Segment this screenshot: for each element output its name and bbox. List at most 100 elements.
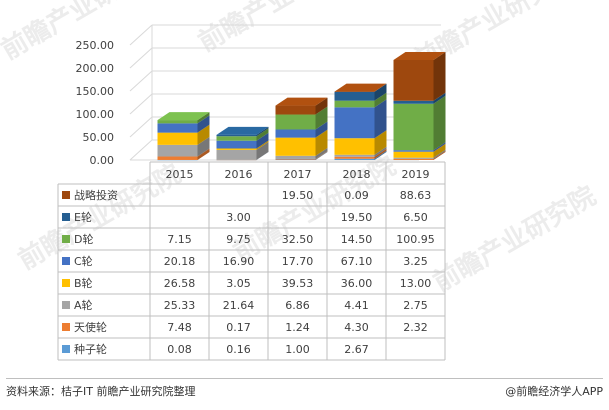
bar-segment [275, 97, 328, 115]
y-tick-label: 250.00 [76, 39, 115, 52]
data-label: 2.75 [403, 299, 428, 312]
bar-segment [275, 147, 328, 159]
bar-segment [275, 129, 328, 156]
bar-segment [334, 148, 387, 159]
data-label: 6.50 [403, 211, 428, 224]
brand-label: @前瞻经济学人APP [505, 385, 603, 398]
data-label: 14.50 [341, 233, 373, 246]
data-label: 26.58 [164, 277, 196, 290]
x-tick-label: 2015 [166, 168, 194, 181]
bar-segment [334, 150, 387, 160]
legend-label: 天使轮 [74, 320, 107, 334]
legend-swatch [62, 323, 70, 331]
data-label: 16.90 [223, 255, 255, 268]
bar-segment [334, 146, 387, 157]
bar-segment [216, 126, 269, 137]
data-label: 1.24 [285, 321, 310, 334]
legend-label: A轮 [74, 298, 93, 312]
bar-segment [334, 83, 387, 92]
legend-swatch [62, 213, 70, 221]
bar-segment [275, 151, 328, 160]
bar-segment [275, 106, 328, 130]
data-label: 2.67 [344, 343, 369, 356]
legend-label: 种子轮 [74, 342, 107, 356]
bar-segment [334, 92, 387, 108]
bar-segment [275, 121, 328, 138]
legend-label: B轮 [74, 276, 93, 290]
watermark-text: 前瞻产业研究院 [428, 180, 601, 298]
bar-segment [216, 132, 269, 149]
legend-label: E轮 [74, 210, 92, 224]
legend-swatch [62, 235, 70, 243]
data-label: 4.30 [344, 321, 369, 334]
legend-swatch [62, 345, 70, 353]
data-label: 0.09 [344, 189, 369, 202]
bar-segment [157, 151, 210, 161]
data-label: 19.50 [341, 211, 373, 224]
data-label: 0.08 [167, 343, 192, 356]
data-label: 36.00 [341, 277, 373, 290]
grid-diagonal [129, 139, 153, 161]
data-label: 7.48 [167, 321, 192, 334]
bar-segment [393, 149, 446, 159]
bar-segment [157, 136, 210, 157]
data-label: 88.63 [400, 189, 432, 202]
data-label: 0.16 [226, 343, 251, 356]
bar-segment [334, 99, 387, 139]
data-label: 21.64 [223, 299, 255, 312]
legend-swatch [62, 301, 70, 309]
bar-segment [334, 83, 387, 101]
y-tick-label: 150.00 [76, 85, 115, 98]
data-label: 2.32 [403, 321, 428, 334]
grid-diagonal [129, 24, 153, 46]
bar-segment [216, 128, 269, 141]
data-label: 100.95 [396, 233, 435, 246]
legend-label: 战略投资 [74, 188, 118, 202]
data-label: 20.18 [164, 255, 196, 268]
data-label: 3.05 [226, 277, 251, 290]
footer: 资料来源：桔子IT 前瞻产业研究院整理 @前瞻经济学人APP [6, 378, 603, 403]
x-tick-label: 2016 [225, 168, 253, 181]
legend-swatch [62, 279, 70, 287]
stacked-bar-chart: 前瞻产业研究院前瞻产业研究院前瞻产业研究院前瞻产业研究院前瞻产业研究院前瞻产业研… [0, 0, 601, 361]
watermark-text: 前瞻产业研究院 [13, 158, 186, 276]
bar-segment [157, 115, 210, 133]
data-label: 13.00 [400, 277, 432, 290]
data-label: 39.53 [282, 277, 314, 290]
bar-segment [157, 112, 210, 124]
data-label: 17.70 [282, 255, 314, 268]
bar-segment [334, 130, 387, 155]
bar-layer [157, 51, 446, 161]
data-label: 1.00 [285, 343, 310, 356]
grid-diagonal [129, 70, 153, 92]
x-tick-label: 2019 [402, 168, 430, 181]
y-tick-label: 0.00 [90, 154, 115, 167]
y-axis: 0.00 50.00 100.00 150.00 200.00 250.00 [76, 39, 115, 167]
bar-segment [216, 151, 269, 161]
bar-segment [393, 51, 446, 101]
x-tick-label: 2017 [284, 168, 312, 181]
data-label: 3.00 [226, 211, 251, 224]
bar-segment [216, 141, 269, 160]
y-tick-label: 200.00 [76, 62, 115, 75]
bar-segment [393, 92, 446, 104]
data-label: 9.75 [226, 233, 251, 246]
data-label: 67.10 [341, 255, 373, 268]
bar-segment [275, 150, 328, 160]
data-label: 6.86 [285, 299, 310, 312]
legend-swatch [62, 191, 70, 199]
bar-segment [393, 142, 446, 152]
source-note: 资料来源：桔子IT 前瞻产业研究院整理 [6, 385, 196, 398]
legend-swatch [62, 257, 70, 265]
data-label: 25.33 [164, 299, 196, 312]
data-label: 0.17 [226, 321, 251, 334]
bar-segment [393, 150, 446, 160]
data-label: 3.25 [403, 255, 428, 268]
bar-segment [393, 143, 446, 158]
watermark-text: 前瞻产业研究院 [193, 0, 366, 58]
grid-diagonal [129, 47, 153, 69]
legend-label: C轮 [74, 254, 93, 268]
grid-diagonal [129, 116, 153, 138]
data-label: 4.41 [344, 299, 369, 312]
bar-segment [216, 140, 269, 150]
